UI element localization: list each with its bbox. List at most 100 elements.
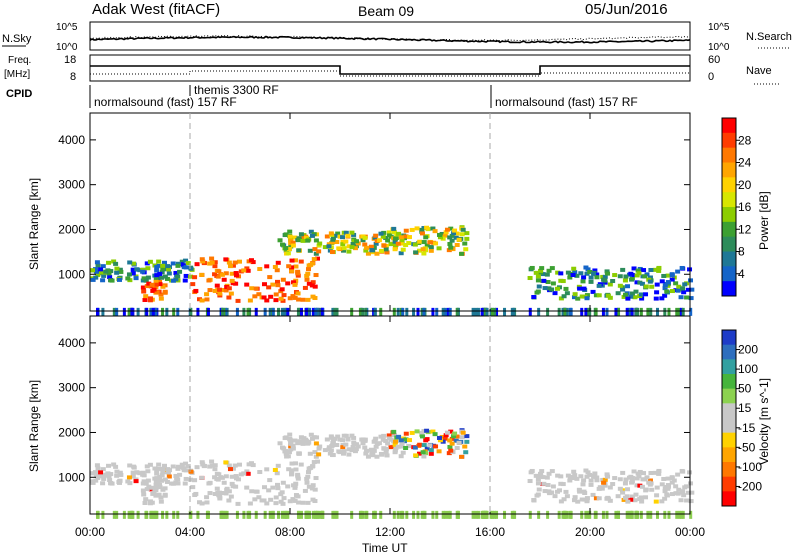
power-cell [623,292,629,297]
velocity-cell [292,461,298,466]
power-cell [617,283,623,288]
velocity-cell [527,479,533,484]
velocity-cell [681,493,687,498]
velocity-cell [549,490,555,495]
power-cell [448,307,452,316]
velocity-cell [309,464,315,469]
velocity-cell [302,488,308,493]
velocity-cell [331,510,335,519]
power-cell [322,245,328,250]
power-cell [610,279,616,284]
velocity-cell [512,510,516,519]
velocity-cell [314,510,318,519]
power-cell [633,289,639,294]
velocity-cell [226,489,232,494]
power-cell [675,269,681,274]
power-cell [193,288,199,293]
power-cell [230,263,236,268]
power-cell [232,260,238,265]
power-cell [304,277,310,282]
velocity-cell [464,434,470,439]
power-cell [641,268,647,273]
power-cell [267,275,273,280]
power-cell [558,278,564,283]
cpid-panel: CPID normalsound (fast) 157 RF themis 33… [6,83,638,109]
velocity-cell [665,483,671,488]
power-cell [175,263,181,268]
power-cell [290,240,296,245]
power-cell [125,276,131,281]
power-cell [435,307,439,316]
power-cell [324,234,330,239]
power-cell [665,283,671,288]
velocity-cell [95,510,99,519]
velocity-cell [612,476,618,481]
power-cell [570,273,576,278]
power-cell [572,292,578,297]
velocity-cell [403,445,409,450]
velocity-cell [298,462,304,467]
velocity-cell [365,454,371,459]
velocity-cell [621,497,627,502]
power-cell [223,257,229,262]
power-cell [634,307,638,316]
x-tick-label: 00:00 [75,525,105,539]
velocity-cell [421,443,427,448]
velocity-cell [266,488,272,493]
power-cell [264,298,270,303]
velocity-cell [183,476,189,481]
velocity-cell [229,474,235,479]
velocity-cell [199,501,205,506]
power-cell [254,307,258,316]
power-cell [555,286,561,291]
colorbar-frame [721,329,737,507]
power-cell [679,265,685,270]
velocity-cell [358,510,362,519]
power-cell [368,244,374,249]
power-cell [654,282,660,287]
x-tick-label: 12:00 [375,525,405,539]
velocity-cell [643,487,649,492]
power-cell [669,277,675,282]
velocity-cell [345,436,351,441]
power-cell [176,307,180,316]
velocity-cell [140,488,146,493]
velocity-cell [305,441,311,446]
velocity-cell [546,510,550,519]
velocity-cell [288,447,294,452]
velocity-cell [529,468,535,473]
power-cell [574,273,580,278]
velocity-cell [605,474,611,479]
power-cell [289,268,295,273]
power-cell [170,261,176,266]
power-cell [373,241,379,246]
power-cell [629,276,635,281]
velocity-cell [310,497,316,502]
power-cell [403,242,409,247]
power-cell [108,269,114,274]
power-cell [662,293,668,298]
power-cell [302,285,308,290]
velocity-cell [646,510,650,519]
power-cell [183,273,189,278]
velocity-cell [217,490,223,495]
power-cell [529,265,535,270]
velocity-cell [285,454,291,459]
velocity-cell [607,498,613,503]
velocity-cell [154,476,160,481]
power-cell [482,307,486,316]
velocity-cell [328,434,334,439]
power-cell [136,307,140,316]
power-cell [299,307,303,316]
velocity-cell [324,437,330,442]
velocity-cell [215,477,221,482]
velocity-cell [351,435,357,440]
power-cell [685,287,691,292]
power-cell [542,286,548,291]
power-cell [528,307,532,316]
velocity-cell [300,500,306,505]
velocity-cell [245,471,251,476]
velocity-cell [641,471,647,476]
nave-tick-bottom: 0 [708,71,714,83]
nsearch-tick-bottom: 10^0 [708,42,730,53]
